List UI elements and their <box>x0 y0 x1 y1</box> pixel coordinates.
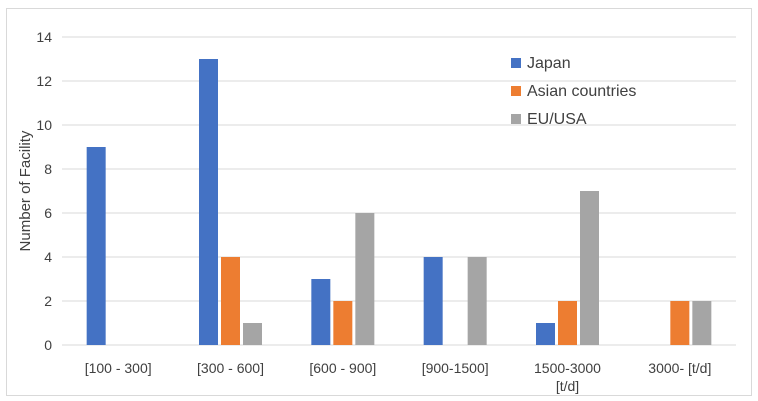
x-tick-label: 1500-3000 <box>534 360 601 376</box>
bar-japan <box>87 147 106 345</box>
bar-eu-usa <box>243 323 262 345</box>
x-tick-label: [100 - 300] <box>85 360 152 376</box>
y-axis-title: Number of Facility <box>17 130 34 251</box>
legend-swatch <box>511 86 521 96</box>
x-tick-label: [900-1500] <box>422 360 489 376</box>
y-tick-label: 8 <box>44 161 52 177</box>
x-tick-label: [600 - 900] <box>309 360 376 376</box>
y-tick-label: 4 <box>44 249 52 265</box>
legend-swatch <box>511 58 521 68</box>
bar-asian-countries <box>221 257 240 345</box>
bar-asian-countries <box>558 301 577 345</box>
bars <box>87 59 712 345</box>
y-tick-label: 6 <box>44 205 52 221</box>
x-tick-label: 3000- [t/d] <box>648 360 711 376</box>
legend-swatch <box>511 114 521 124</box>
y-tick-label: 14 <box>36 29 52 45</box>
bar-japan <box>311 279 330 345</box>
x-axis-ticks: [100 - 300] [300 - 600] [600 - 900] [900-15… <box>85 360 712 394</box>
x-tick-label: [300 - 600] <box>197 360 264 376</box>
bar-japan <box>536 323 555 345</box>
y-tick-label: 2 <box>44 293 52 309</box>
y-tick-label: 0 <box>44 337 52 353</box>
y-tick-label: 12 <box>36 73 52 89</box>
legend-label: EU/USA <box>527 111 587 128</box>
bar-eu-usa <box>580 191 599 345</box>
y-axis-ticks: 0 2 4 6 8 10 12 14 <box>36 29 52 353</box>
bar-eu-usa <box>692 301 711 345</box>
legend-label: Asian countries <box>527 83 636 100</box>
bar-asian-countries <box>670 301 689 345</box>
bar-asian-countries <box>333 301 352 345</box>
x-tick-label: [t/d] <box>556 378 579 394</box>
y-tick-label: 10 <box>36 117 52 133</box>
bar-eu-usa <box>355 213 374 345</box>
bar-japan <box>199 59 218 345</box>
bar-japan <box>424 257 443 345</box>
legend-label: Japan <box>527 55 571 72</box>
legend: Japan Asian countries EU/USA <box>511 55 636 128</box>
bar-eu-usa <box>468 257 487 345</box>
